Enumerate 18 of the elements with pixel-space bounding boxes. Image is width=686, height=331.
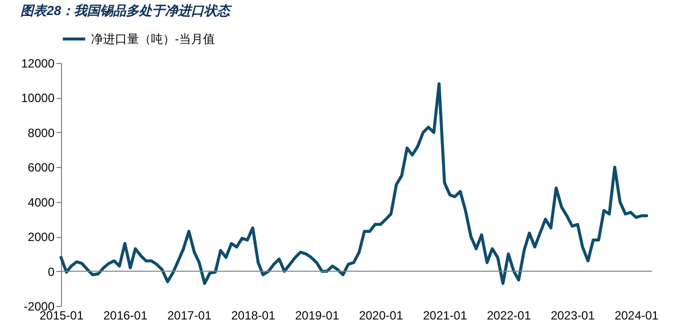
- y-tick-label: 4000: [28, 195, 55, 210]
- y-tick-label: 0: [48, 264, 55, 279]
- y-tick-label: 8000: [28, 126, 55, 140]
- x-tick-label: 2022-01: [486, 308, 532, 322]
- x-tick-label: 2016-01: [103, 308, 148, 322]
- x-tick-label: 2021-01: [422, 308, 468, 322]
- x-tick-label: 2023-01: [550, 308, 596, 322]
- x-tick-label: 2018-01: [231, 308, 276, 322]
- x-tick-label: 2017-01: [167, 308, 212, 322]
- x-tick-label: 2020-01: [358, 308, 404, 322]
- y-tick-label: 10000: [21, 91, 55, 106]
- x-tick-label: 2024-01: [614, 308, 659, 322]
- y-tick-label: 6000: [28, 160, 55, 175]
- legend-label: 净进口量（吨）-当月值: [91, 32, 215, 46]
- x-tick-label: 2019-01: [295, 308, 340, 322]
- y-tick-label: 2000: [28, 230, 55, 244]
- y-tick-label: 12000: [21, 56, 55, 70]
- chart-title: 图表28：我国锡品多处于净进口状态: [20, 3, 234, 18]
